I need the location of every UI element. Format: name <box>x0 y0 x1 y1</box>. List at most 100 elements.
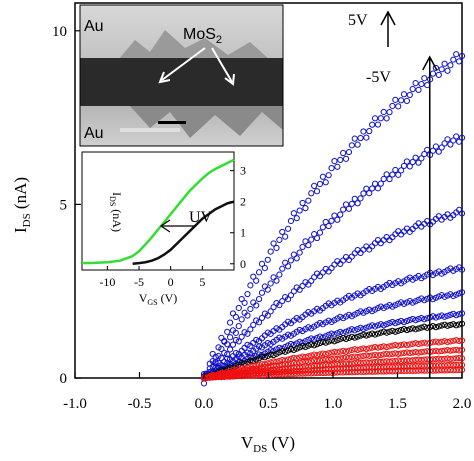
data-point <box>371 115 379 122</box>
data-point <box>235 338 242 345</box>
data-point <box>264 286 271 293</box>
data-point <box>360 331 367 338</box>
data-point <box>313 341 321 348</box>
data-point <box>435 355 442 362</box>
x-tick-label: 1.0 <box>324 396 343 412</box>
data-point <box>270 371 277 378</box>
data-point <box>403 342 411 349</box>
data-point <box>316 180 324 188</box>
data-point <box>302 205 309 212</box>
data-point <box>258 289 266 296</box>
data-point <box>380 304 387 312</box>
data-point <box>287 371 295 378</box>
data-point <box>345 205 353 212</box>
data-point <box>444 67 451 74</box>
data-point <box>351 327 358 334</box>
data-point <box>279 356 286 364</box>
data-point <box>447 321 454 329</box>
uv-label: UV <box>189 209 213 226</box>
data-point <box>340 334 347 342</box>
data-point <box>409 299 416 306</box>
data-point <box>406 349 413 357</box>
data-point <box>453 133 460 140</box>
data-point <box>241 372 248 380</box>
data-point <box>435 148 442 155</box>
data-point <box>421 356 428 363</box>
data-point <box>293 215 300 222</box>
data-point <box>290 210 297 217</box>
data-point <box>319 224 326 231</box>
data-point <box>345 365 353 372</box>
data-point <box>311 231 318 238</box>
data-point <box>334 369 341 376</box>
data-point <box>328 369 335 376</box>
data-point <box>380 237 387 244</box>
data-point <box>403 97 411 105</box>
micrograph-border <box>79 4 284 147</box>
top-arrow-head <box>380 10 396 26</box>
data-point <box>325 331 332 338</box>
data-point <box>311 342 318 349</box>
data-point <box>296 370 303 377</box>
data-point <box>334 163 341 170</box>
data-point <box>264 329 271 336</box>
data-point <box>276 349 283 356</box>
data-point <box>377 115 384 122</box>
data-point <box>447 355 454 363</box>
data-point <box>206 374 213 381</box>
data-point <box>322 179 329 186</box>
data-point <box>395 363 402 370</box>
y-tick-label: 5 <box>60 197 68 213</box>
data-point <box>267 280 274 287</box>
data-point <box>282 357 289 364</box>
data-point <box>386 109 393 116</box>
data-point <box>342 335 350 342</box>
data-point <box>325 338 332 345</box>
data-point <box>389 318 396 326</box>
data-point <box>232 313 239 321</box>
data-point <box>255 295 263 303</box>
data-point <box>458 52 466 60</box>
data-point <box>444 338 451 346</box>
data-point <box>392 231 399 238</box>
data-point <box>398 367 405 375</box>
data-point <box>386 319 393 327</box>
data-point <box>418 155 425 162</box>
data-point <box>258 353 266 360</box>
data-point <box>415 367 422 374</box>
data-point <box>432 64 440 72</box>
data-point <box>316 333 324 340</box>
data-point <box>395 300 402 307</box>
data-point <box>247 357 254 364</box>
data-point <box>328 337 335 344</box>
data-point <box>293 255 300 262</box>
data-point <box>276 271 283 278</box>
data-point <box>334 216 341 223</box>
data-point <box>398 231 405 238</box>
data-point <box>441 293 448 300</box>
micrograph-info-strip <box>120 128 180 132</box>
inset-x-tick-label: -5 <box>134 275 144 289</box>
data-point <box>348 333 355 340</box>
data-point <box>273 371 280 378</box>
data-point <box>392 350 399 357</box>
data-point <box>360 325 367 333</box>
data-point <box>400 357 408 364</box>
data-point <box>342 354 350 361</box>
data-point <box>383 329 390 336</box>
data-point <box>270 240 277 247</box>
data-point <box>392 368 399 375</box>
data-point <box>351 365 358 372</box>
inset-y-tick-label: 1 <box>240 226 246 240</box>
data-point <box>383 233 390 241</box>
micrograph-pointer-left-head <box>158 71 171 84</box>
data-point <box>357 195 364 202</box>
data-point <box>357 368 364 375</box>
data-point <box>386 368 393 375</box>
data-point <box>311 351 318 358</box>
data-point <box>447 338 454 345</box>
data-point <box>398 341 405 349</box>
data-point <box>319 334 326 341</box>
data-point <box>415 159 422 166</box>
